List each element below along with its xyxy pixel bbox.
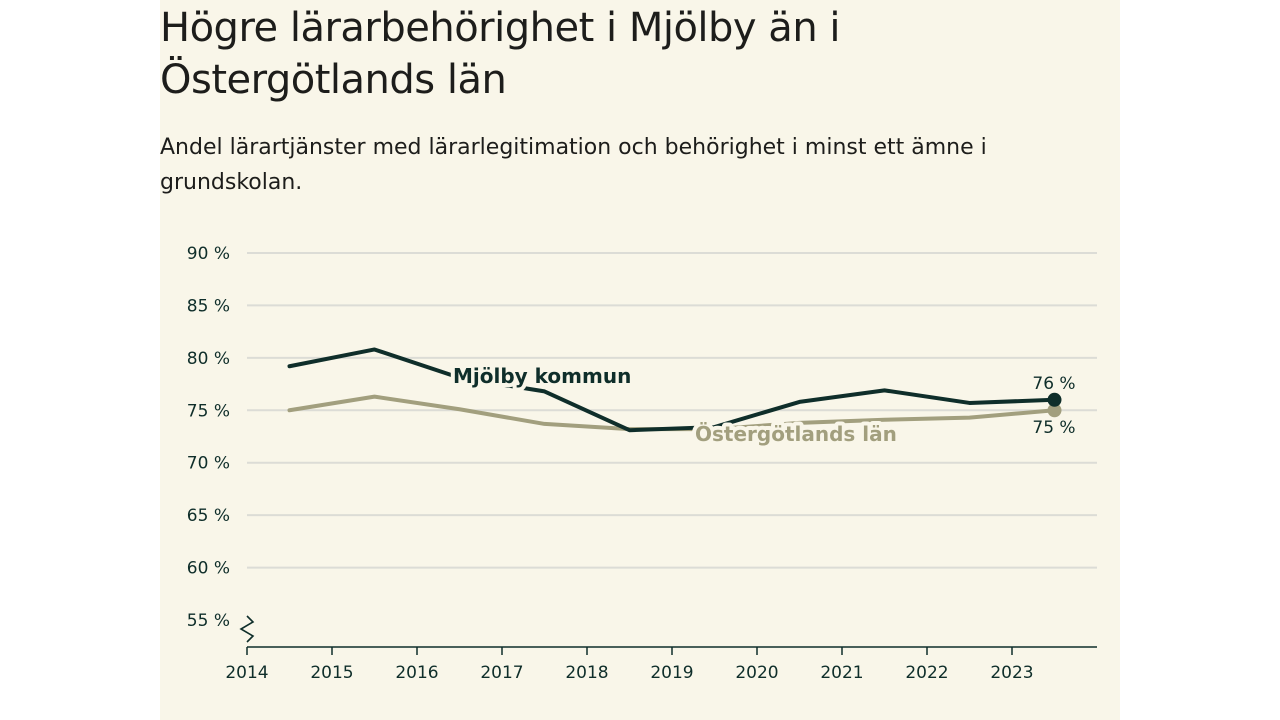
y-tick-label: 55 %	[187, 611, 230, 631]
series-label-ostergotland: Östergötlands län	[695, 422, 897, 446]
series-line-ostergotland	[287, 394, 1057, 432]
y-tick-label: 90 %	[187, 244, 230, 264]
series-label-mjolby: Mjölby kommun	[453, 364, 631, 388]
x-tick-label: 2018	[565, 663, 608, 683]
x-tick-label: 2022	[905, 663, 948, 683]
x-tick-label: 2023	[990, 663, 1033, 683]
axes: 55 % 60 % 65 % 70 % 75 % 80 % 85 % 90 % 2014 2015…	[187, 244, 1097, 683]
series-line-mjolby	[287, 347, 1057, 433]
y-tick-label: 65 %	[187, 506, 230, 526]
x-tick-label: 2014	[225, 663, 268, 683]
x-tick-label: 2015	[310, 663, 353, 683]
end-value-label-mjolby: 76 %	[1032, 374, 1075, 394]
y-tick-label: 60 %	[187, 559, 230, 579]
y-tick-label: 75 %	[187, 401, 230, 421]
x-tick-label: 2016	[395, 663, 438, 683]
y-tick-label: 80 %	[187, 349, 230, 369]
y-tick-label: 70 %	[187, 454, 230, 474]
x-tick-label: 2019	[650, 663, 693, 683]
axis-break-icon	[239, 615, 255, 643]
chart-subtitle: Andel lärartjänster med lärarlegitimatio…	[160, 135, 987, 195]
y-tick-label: 85 %	[187, 296, 230, 316]
end-value-label-ostergotland: 75 %	[1032, 418, 1075, 438]
x-tick-label: 2017	[480, 663, 523, 683]
chart-title: Högre lärarbehörighet i Mjölby än i Öste…	[160, 5, 841, 103]
x-tick-label: 2021	[820, 663, 863, 683]
x-tick-label: 2020	[735, 663, 778, 683]
end-point-mjolby	[1047, 392, 1062, 407]
gridlines	[247, 252, 1097, 569]
series-labels: Mjölby kommun Östergötlands län 76 % 75 %	[449, 360, 1076, 450]
end-point-ostergotland	[1047, 403, 1062, 418]
series-lines	[287, 347, 1062, 433]
